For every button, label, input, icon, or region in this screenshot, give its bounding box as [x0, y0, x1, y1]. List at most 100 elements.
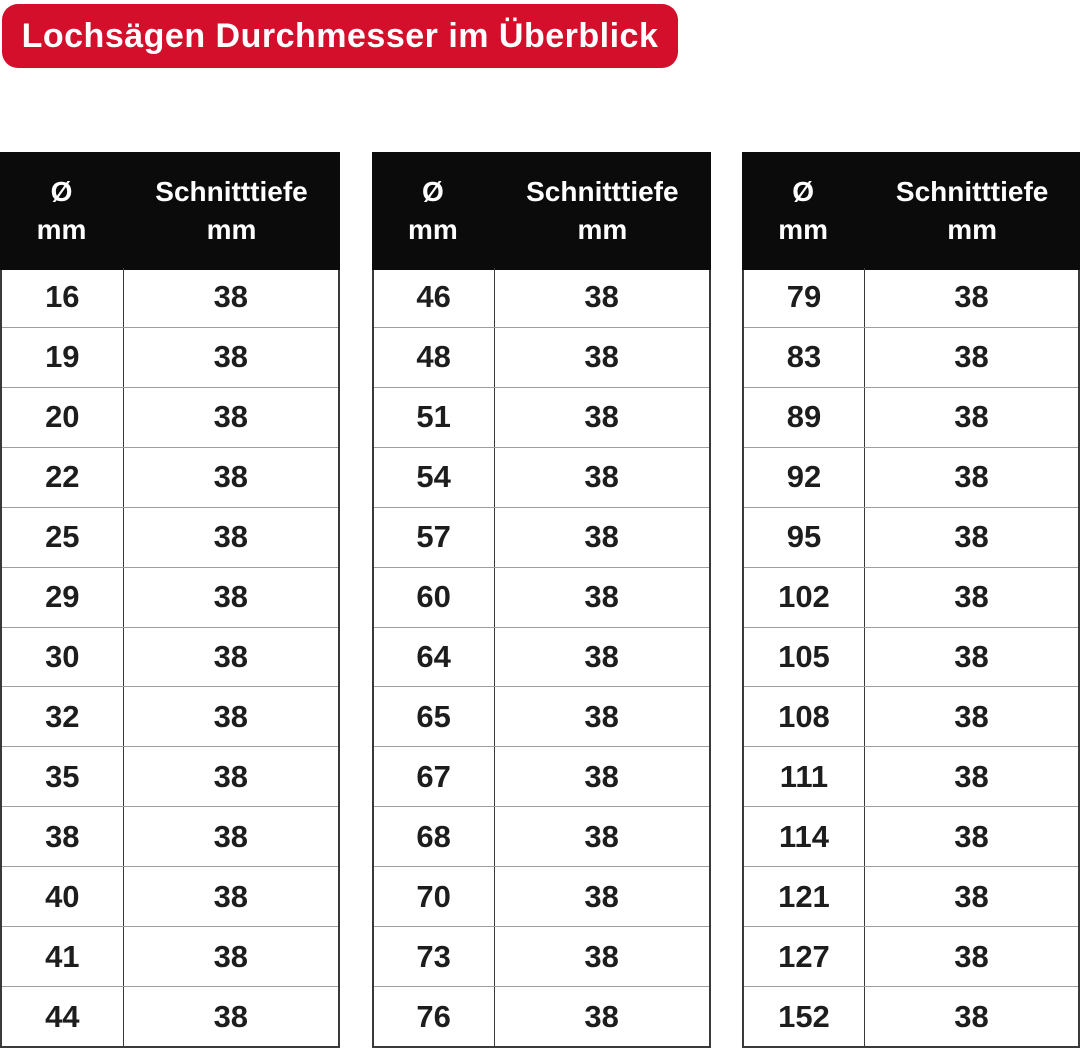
diameter-value: 48 — [374, 327, 495, 387]
diameter-value: 89 — [744, 387, 865, 447]
cut-depth-column-header: Schnitttiefe mm — [123, 152, 340, 270]
table-row: 68 38 — [373, 806, 709, 867]
diameter-value: 95 — [744, 507, 865, 567]
cut-depth-value: 38 — [213, 638, 249, 674]
cut-depth-value: 38 — [954, 519, 989, 555]
table-row: 95 38 — [744, 506, 1078, 567]
cut-depth-value: 38 — [584, 878, 619, 914]
cut-depth-value: 38 — [213, 698, 249, 734]
diameter-value: 38 — [2, 807, 124, 867]
diameter-value: 35 — [2, 747, 124, 807]
cut-depth-value: 38 — [213, 998, 249, 1034]
diameter-value: 127 — [744, 927, 865, 987]
title-badge: Lochsägen Durchmesser im Überblick — [2, 4, 678, 68]
diameter-value: 92 — [744, 447, 865, 507]
table-row: 108 38 — [744, 686, 1078, 747]
table-header: Ø mm Schnitttiefe mm — [371, 152, 711, 270]
diameter-value: 30 — [2, 627, 124, 687]
diameter-value: 16 — [2, 268, 124, 327]
cut-depth-value: 38 — [213, 579, 249, 615]
table-row: 67 38 — [373, 746, 709, 807]
table-row: 16 38 — [2, 268, 338, 327]
diameter-value: 19 — [2, 327, 124, 387]
table-row: 64 38 — [373, 626, 709, 687]
cut-depth-value: 38 — [954, 279, 989, 315]
table-row: 114 38 — [744, 806, 1078, 867]
cut-depth-unit: mm — [947, 214, 998, 245]
cut-depth-label: Schnitttiefe — [895, 176, 1049, 207]
table-row: 29 38 — [2, 566, 338, 627]
diameter-symbol: Ø — [421, 176, 444, 207]
table-row: 38 38 — [2, 806, 338, 867]
table-row: 20 38 — [2, 386, 338, 447]
diameter-value: 105 — [744, 627, 865, 687]
diameter-column-header: Ø mm — [0, 152, 123, 270]
diameter-table-3: Ø mm Schnitttiefe mm 79 38 83 38 89 38 92 38 95 3… — [742, 152, 1080, 1048]
diameter-value: 46 — [374, 268, 495, 327]
table-row: 79 38 — [744, 268, 1078, 327]
diameter-table-2: Ø mm Schnitttiefe mm 46 38 48 38 51 38 54 38 57 3… — [371, 152, 711, 1048]
diameter-value: 79 — [744, 268, 865, 327]
table-row: 102 38 — [744, 566, 1078, 627]
diameter-value: 60 — [374, 567, 495, 627]
table-row: 51 38 — [373, 386, 709, 447]
diameter-value: 121 — [744, 867, 865, 927]
cut-depth-value: 38 — [213, 399, 249, 435]
cut-depth-value: 38 — [954, 878, 989, 914]
cut-depth-value: 38 — [954, 459, 989, 495]
table-row: 32 38 — [2, 686, 338, 747]
cut-depth-value: 38 — [584, 758, 619, 794]
diameter-table-1: Ø mm Schnitttiefe mm 16 38 19 38 20 38 22 38 25 3… — [0, 152, 340, 1048]
diameter-value: 29 — [2, 567, 124, 627]
table-row: 30 38 — [2, 626, 338, 687]
table-row: 152 38 — [744, 986, 1078, 1046]
diameter-value: 70 — [374, 867, 495, 927]
diameter-value: 152 — [744, 987, 865, 1046]
diameter-value: 54 — [374, 447, 495, 507]
cut-depth-value: 38 — [954, 579, 989, 615]
table-row: 89 38 — [744, 386, 1078, 447]
cut-depth-value: 38 — [584, 399, 619, 435]
table-row: 25 38 — [2, 506, 338, 567]
diameter-value: 64 — [374, 627, 495, 687]
cut-depth-value: 38 — [213, 459, 249, 495]
diameter-value: 83 — [744, 327, 865, 387]
cut-depth-value: 38 — [213, 878, 249, 914]
table-row: 65 38 — [373, 686, 709, 747]
diameter-value: 67 — [374, 747, 495, 807]
table-row: 57 38 — [373, 506, 709, 567]
diameter-value: 76 — [374, 987, 495, 1046]
diameter-value: 65 — [374, 687, 495, 747]
table-row: 121 38 — [744, 866, 1078, 927]
table-row: 111 38 — [744, 746, 1078, 807]
diameter-unit: mm — [407, 214, 458, 245]
cut-depth-value: 38 — [584, 279, 619, 315]
table-row: 35 38 — [2, 746, 338, 807]
cut-depth-value: 38 — [954, 698, 989, 734]
cut-depth-value: 38 — [213, 279, 249, 315]
diameter-value: 73 — [374, 927, 495, 987]
table-row: 41 38 — [2, 926, 338, 987]
table-row: 54 38 — [373, 446, 709, 507]
table-body: 46 38 48 38 51 38 54 38 57 38 60 38 64 38 65 38 67 38 68 38… — [373, 268, 709, 1046]
cut-depth-value: 38 — [954, 938, 989, 974]
table-body: 16 38 19 38 20 38 22 38 25 38 29 38 30 38 32 38 35 38 38 38… — [2, 268, 338, 1046]
cut-depth-value: 38 — [584, 698, 619, 734]
table-row: 60 38 — [373, 566, 709, 627]
diameter-column-header: Ø mm — [372, 152, 495, 270]
cut-depth-value: 38 — [584, 818, 619, 854]
diameter-value: 108 — [744, 687, 865, 747]
cut-depth-value: 38 — [584, 938, 619, 974]
diameter-symbol: Ø — [50, 176, 73, 207]
table-row: 127 38 — [744, 926, 1078, 987]
cut-depth-value: 38 — [584, 459, 619, 495]
table-row: 70 38 — [373, 866, 709, 927]
cut-depth-value: 38 — [584, 339, 619, 375]
table-row: 44 38 — [2, 986, 338, 1046]
diameter-unit: mm — [36, 214, 87, 245]
tables-container: Ø mm Schnitttiefe mm 16 38 19 38 20 38 22 38 25 3… — [0, 152, 1080, 1048]
table-header: Ø mm Schnitttiefe mm — [742, 152, 1080, 270]
cut-depth-column-header: Schnitttiefe mm — [494, 152, 710, 270]
diameter-value: 22 — [2, 447, 124, 507]
diameter-value: 25 — [2, 507, 124, 567]
